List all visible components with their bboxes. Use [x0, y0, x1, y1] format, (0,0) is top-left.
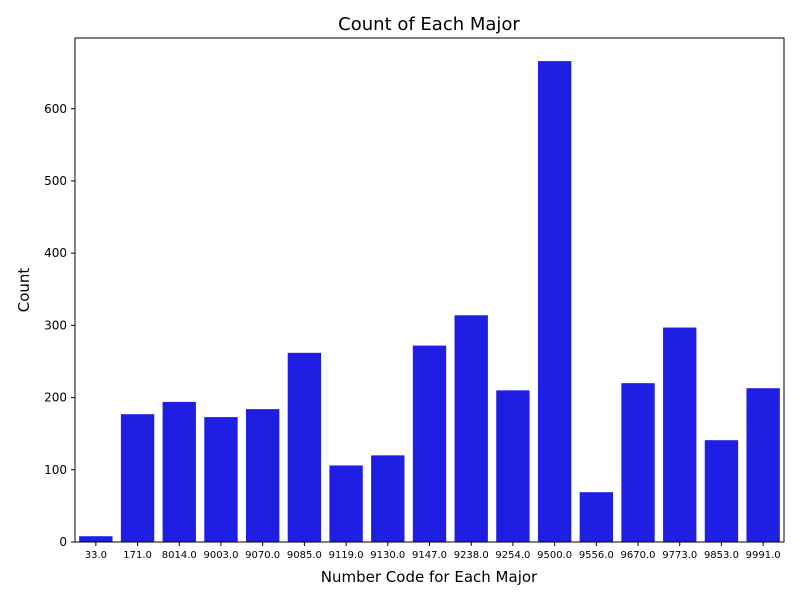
y-tick-label: 100 [44, 463, 67, 477]
chart-title: Count of Each Major [338, 14, 520, 35]
bar-9556.0 [579, 492, 614, 542]
x-tick-label: 9853.0 [704, 550, 739, 561]
y-tick-label: 500 [44, 174, 67, 188]
bar-9119.0 [329, 465, 363, 542]
bar-9003.0 [204, 417, 238, 542]
y-tick-label: 200 [44, 391, 67, 405]
bar-9773.0 [663, 327, 697, 542]
x-tick-label: 9147.0 [412, 550, 447, 561]
x-axis: 33.0 171.0 8014.0 9003.0 9070.0 9085.0 9119.0 9… [85, 542, 781, 561]
plot-frame [74, 37, 785, 543]
x-tick-label: 9991.0 [746, 550, 781, 561]
x-axis-label: Number Code for Each Major [321, 568, 538, 586]
bar-33.0 [79, 536, 113, 542]
y-axis-label: Count [15, 268, 33, 313]
x-tick-label: 9119.0 [329, 550, 364, 561]
x-tick-label: 33.0 [85, 550, 107, 561]
bar-9238.0 [454, 315, 488, 542]
x-tick-label: 9556.0 [579, 550, 614, 561]
bar-9991.0 [746, 388, 780, 542]
x-tick-label: 9003.0 [203, 550, 238, 561]
x-tick-label: 9773.0 [662, 550, 697, 561]
bar-8014.0 [162, 401, 196, 542]
x-tick-label: 9130.0 [370, 550, 405, 561]
bar-9130.0 [371, 455, 405, 542]
bar-9085.0 [287, 352, 322, 542]
x-tick-label: 9254.0 [495, 550, 530, 561]
bar-9500.0 [537, 61, 572, 542]
bar-9853.0 [704, 440, 739, 542]
x-tick-label: 9085.0 [287, 550, 322, 561]
y-tick-label: 600 [44, 102, 67, 116]
y-axis: 0 100 200 300 400 500 600 [44, 102, 75, 549]
x-tick-label: 9670.0 [621, 550, 656, 561]
bar-171.0 [120, 414, 155, 542]
bar-9147.0 [412, 345, 447, 542]
x-tick-label: 9070.0 [245, 550, 280, 561]
y-tick-label: 0 [59, 535, 67, 549]
bars-group [79, 61, 780, 542]
x-tick-label: 9500.0 [537, 550, 572, 561]
y-tick-label: 300 [44, 318, 67, 332]
y-tick-label: 400 [44, 246, 67, 260]
bar-9070.0 [245, 409, 280, 542]
x-tick-label: 8014.0 [162, 550, 197, 561]
bar-9670.0 [621, 383, 655, 542]
bar-9254.0 [496, 390, 530, 542]
x-tick-label: 171.0 [123, 550, 152, 561]
x-tick-label: 9238.0 [454, 550, 489, 561]
